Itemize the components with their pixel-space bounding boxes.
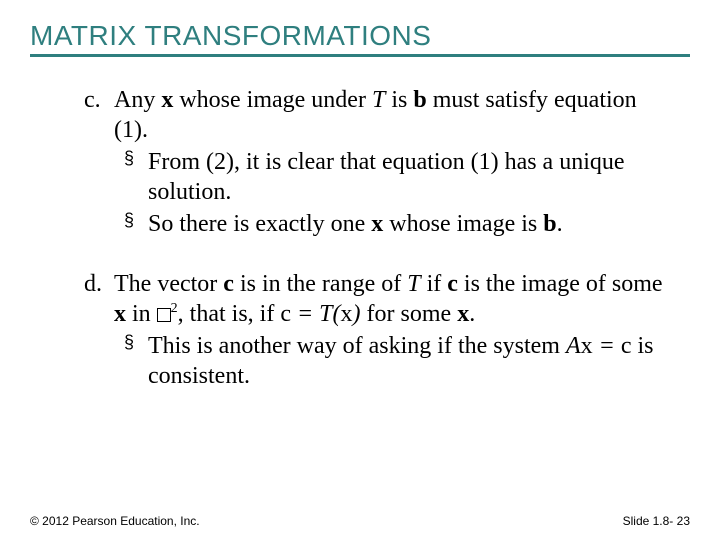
item-label-d: d. — [84, 269, 102, 299]
list-item: c. Any x whose image under T is b must s… — [114, 85, 670, 239]
copyright-text: © 2012 Pearson Education, Inc. — [30, 514, 200, 528]
sub-item: § This is another way of asking if the s… — [148, 331, 670, 391]
item-body: The vector c is in the range of T if c i… — [114, 269, 670, 329]
page-title: MATRIX TRANSFORMATIONS — [30, 20, 690, 52]
bullet-icon: § — [124, 209, 134, 232]
sub-text: So there is exactly one x whose image is… — [148, 211, 563, 237]
item-label-c: c. — [84, 85, 101, 115]
footer: © 2012 Pearson Education, Inc. Slide 1.8… — [30, 514, 690, 528]
item-body: Any x whose image under T is b must sati… — [114, 85, 670, 145]
sub-list: § From (2), it is clear that equation (1… — [114, 147, 670, 239]
list-item: d. The vector c is in the range of T if … — [114, 269, 670, 391]
content-area: c. Any x whose image under T is b must s… — [30, 85, 690, 391]
title-underline: MATRIX TRANSFORMATIONS — [30, 20, 690, 57]
slide-number: Slide 1.8- 23 — [623, 514, 690, 528]
bullet-icon: § — [124, 147, 134, 170]
bullet-icon: § — [124, 331, 134, 354]
sub-item: § So there is exactly one x whose image … — [148, 209, 670, 239]
sub-text: From (2), it is clear that equation (1) … — [148, 149, 625, 205]
sub-text: This is another way of asking if the sys… — [148, 333, 653, 389]
sub-list: § This is another way of asking if the s… — [114, 331, 670, 391]
sub-item: § From (2), it is clear that equation (1… — [148, 147, 670, 207]
